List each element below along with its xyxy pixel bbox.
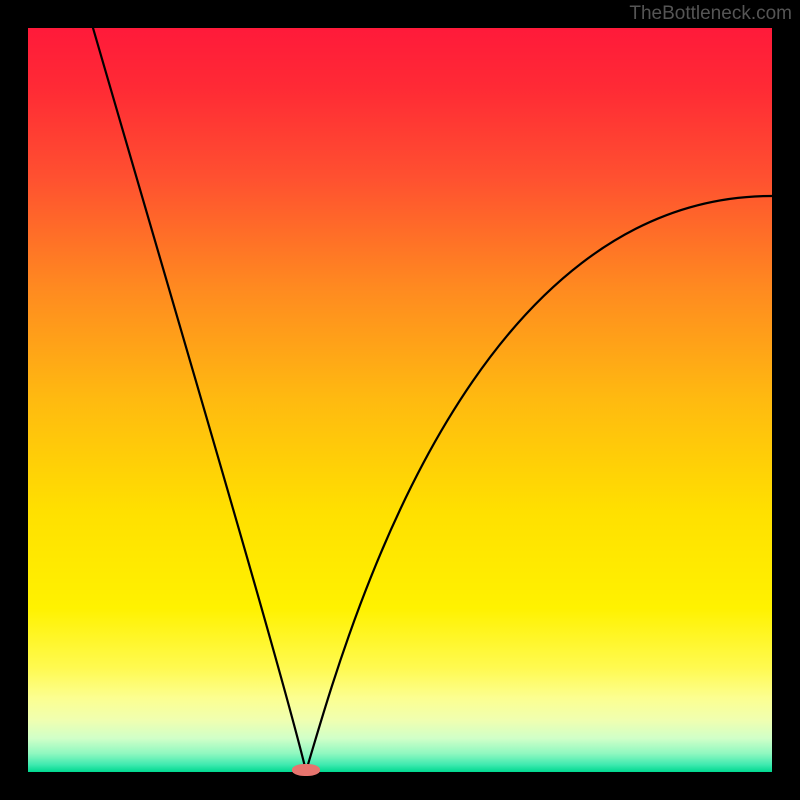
figure-container: TheBottleneck.com: [0, 0, 800, 800]
watermark-text: TheBottleneck.com: [629, 3, 792, 25]
bottleneck-curve: [28, 28, 772, 772]
vertex-marker: [292, 764, 320, 776]
plot-area: [28, 28, 772, 772]
